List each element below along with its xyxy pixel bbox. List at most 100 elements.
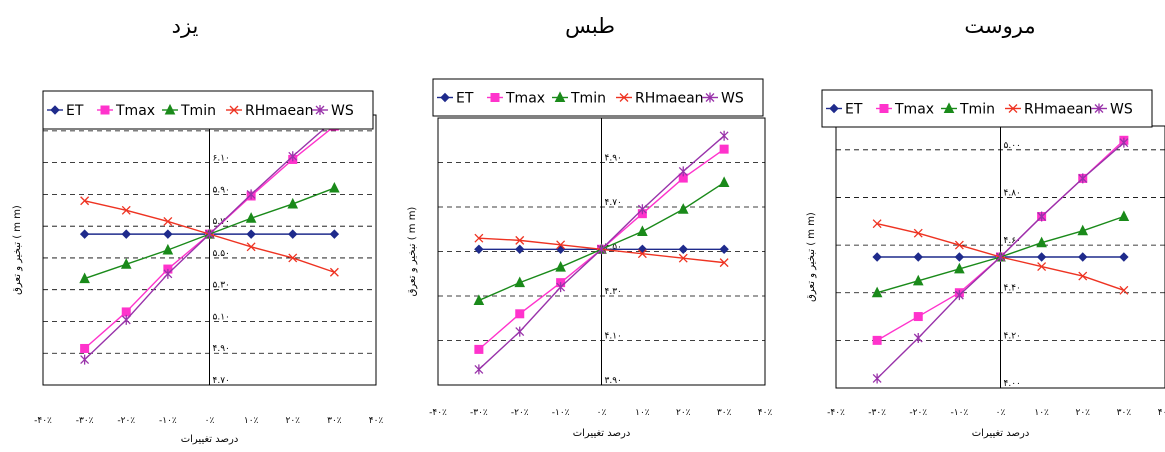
data-point xyxy=(678,253,688,263)
legend-item: Tmin xyxy=(941,102,995,118)
y-tick-label: ۴.۶۰ xyxy=(1004,236,1021,246)
x-tick-label: -۲۰٪ xyxy=(909,408,927,418)
legend-marker xyxy=(490,93,500,102)
series-et xyxy=(79,229,340,239)
legend: ET Tmax Tmin RHmaean WS xyxy=(432,78,764,117)
legend-item: Tmax xyxy=(876,102,934,118)
y-tick-label: ۴.۷۰ xyxy=(213,376,230,386)
legend-item: RHmaean xyxy=(616,91,704,107)
x-tick-label: ۱۰٪ xyxy=(635,408,650,418)
legend-marker xyxy=(164,103,176,115)
data-point xyxy=(246,242,256,252)
legend-item: ET xyxy=(47,103,84,119)
chart-panel-3: مروست ۴.۰۰ ۴.۲۰ ۴.۴۰ ۴.۶۰ ۴.۸۰ ۵.۰۰ -۴۰٪ -۳۰٪ -۲۰… xyxy=(806,14,1165,439)
legend-marker xyxy=(100,105,110,115)
legend-label: Tmin xyxy=(959,102,995,118)
legend-label: ET xyxy=(66,103,84,119)
data-point xyxy=(637,244,648,254)
data-point xyxy=(246,229,256,239)
legend-item: WS xyxy=(702,91,744,107)
data-point xyxy=(872,219,882,229)
data-point xyxy=(719,258,729,268)
y-tick-label: ۴.۹۰ xyxy=(605,154,622,164)
data-point xyxy=(1037,211,1047,222)
data-point xyxy=(954,290,964,301)
y-tick-label: ۶.۱۰ xyxy=(213,154,230,164)
data-point xyxy=(474,364,484,375)
legend-item: Tmax xyxy=(487,91,545,107)
legend-item: ET xyxy=(826,102,863,118)
legend-label: RHmaean xyxy=(635,91,704,107)
legend-marker xyxy=(1008,104,1018,113)
y-tick-label: ۴.۱۰ xyxy=(605,332,622,342)
data-point xyxy=(996,252,1005,262)
x-tick-label: ۳۰٪ xyxy=(327,416,342,426)
x-tick-label: ۴۰٪ xyxy=(758,408,773,418)
legend-item: Tmin xyxy=(552,91,606,107)
x-tick-label: ۱۰٪ xyxy=(1034,408,1049,418)
data-point xyxy=(80,354,90,365)
data-point xyxy=(205,229,214,240)
data-point xyxy=(163,268,173,279)
x-axis-label: درصد تغییرات xyxy=(181,434,239,445)
data-point xyxy=(80,343,90,353)
y-tick-label: ۴.۹۰ xyxy=(213,344,230,354)
chart-title: مروست xyxy=(964,14,1035,38)
legend-label: Tmin xyxy=(570,91,606,107)
legend-label: RHmaean xyxy=(1024,102,1093,118)
data-point xyxy=(1077,224,1089,236)
data-point xyxy=(954,240,964,250)
data-point xyxy=(637,249,647,259)
y-axis-label: تبخیر و تعرق ( m m) xyxy=(806,212,817,302)
data-point xyxy=(79,272,90,284)
data-point xyxy=(474,244,484,254)
legend: ET Tmax Tmin RHmaean WS xyxy=(821,89,1153,128)
y-tick-label: ۴.۸۰ xyxy=(1004,188,1021,198)
legend-item: WS xyxy=(312,103,354,119)
legend-label: WS xyxy=(331,103,354,119)
legend-label: RHmaean xyxy=(245,103,314,119)
data-point xyxy=(163,216,173,226)
x-axis-label: درصد تغییرات xyxy=(972,428,1030,439)
data-point xyxy=(677,203,689,214)
legend-label: ET xyxy=(845,102,863,118)
x-tick-label: -۱۰٪ xyxy=(159,416,177,426)
y-tick-label: ۵.۹۰ xyxy=(213,185,230,195)
x-tick-label: -۳۰٪ xyxy=(470,408,488,418)
series-ws xyxy=(474,130,729,375)
data-point xyxy=(515,235,525,245)
y-tick-label: ۵.۰۰ xyxy=(1004,141,1021,151)
x-tick-label: ۴۰٪ xyxy=(369,416,384,426)
data-point xyxy=(1037,262,1047,271)
x-axis-label: درصد تغییرات xyxy=(573,428,631,439)
data-point xyxy=(555,260,566,272)
data-point xyxy=(121,314,131,325)
x-tick-label: ۲۰٪ xyxy=(676,408,691,418)
legend-marker xyxy=(619,93,629,102)
data-point xyxy=(555,244,566,254)
data-point xyxy=(597,244,606,255)
y-tick-label: ۴.۲۰ xyxy=(1004,331,1021,341)
data-point xyxy=(872,335,882,345)
chart-title: طبس xyxy=(565,14,615,38)
legend-item: Tmax xyxy=(97,103,155,119)
series-ws xyxy=(872,137,1129,384)
x-tick-label: ۳۰٪ xyxy=(1117,408,1132,418)
data-point xyxy=(1119,137,1129,148)
data-point xyxy=(719,130,729,141)
data-point xyxy=(162,243,174,255)
data-point xyxy=(515,244,525,254)
y-tick-label: ۴.۴۰ xyxy=(1004,284,1021,294)
chart-panel-2: طبس۳.۹۰۴.۱۰۴.۳۰۴.۵۰۴.۷۰۴.۹۰۵.۱۰-۴۰٪-۳۰٪-… xyxy=(407,14,772,439)
y-axis-label: تبخیر و تعرق ( m m) xyxy=(12,205,23,295)
data-point xyxy=(912,274,924,286)
legend-marker xyxy=(705,92,715,103)
data-point xyxy=(514,276,526,288)
data-point xyxy=(719,144,729,154)
data-point xyxy=(473,294,485,305)
legend-marker xyxy=(50,105,60,115)
data-point xyxy=(474,344,484,354)
legend-label: Tmax xyxy=(505,91,545,107)
data-point xyxy=(954,262,965,274)
